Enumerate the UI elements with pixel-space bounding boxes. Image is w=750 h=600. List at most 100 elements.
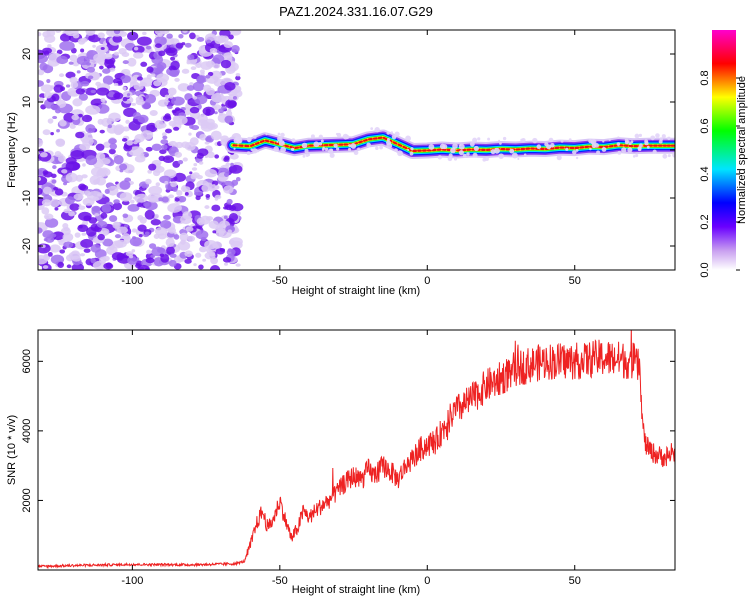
noise-blob	[186, 60, 191, 65]
ridge-halo-speck	[502, 136, 507, 141]
noise-blob	[226, 198, 233, 205]
noise-blob	[171, 109, 177, 114]
ridge-halo-speck	[472, 137, 478, 143]
noise-blob	[100, 97, 106, 103]
noise-blob	[195, 252, 202, 258]
noise-blob	[174, 141, 184, 149]
noise-blob	[69, 124, 76, 129]
ridge-halo-speck	[350, 143, 357, 149]
ridge-halo-speck	[391, 134, 397, 140]
noise-blob	[159, 175, 172, 184]
ridge-halo-speck	[447, 156, 453, 162]
noise-blob	[41, 244, 46, 248]
noise-blob	[39, 62, 48, 71]
noise-blob	[227, 100, 237, 108]
noise-blob	[180, 239, 186, 245]
noise-blob	[69, 90, 78, 97]
noise-blob	[82, 137, 94, 147]
noise-blob	[102, 75, 114, 86]
ridge-halo-speck	[652, 149, 657, 154]
ridge-halo-speck	[624, 138, 629, 143]
ridge-halo-speck	[394, 148, 398, 152]
noise-blob	[229, 237, 243, 247]
noise-blob	[78, 183, 87, 191]
noise-blob	[184, 258, 192, 264]
ridge-halo-speck	[233, 137, 240, 144]
ridge-halo-speck	[509, 148, 515, 154]
noise-blob	[38, 176, 42, 182]
noise-blob	[127, 204, 140, 212]
spectrogram-x-axis-title: Height of straight line (km)	[292, 285, 420, 297]
ridge-halo-speck	[452, 143, 458, 149]
ridge-halo-speck	[477, 137, 481, 141]
ridge-halo-speck	[276, 140, 279, 143]
noise-blob	[170, 38, 180, 45]
noise-blob	[224, 155, 230, 161]
noise-blob	[146, 249, 152, 255]
noise-blob	[38, 97, 45, 103]
spectrogram-x-tick-label: 50	[569, 275, 581, 287]
noise-blob	[85, 62, 91, 66]
ridge-halo-speck	[466, 152, 470, 156]
noise-blob	[210, 130, 222, 141]
noise-blob	[109, 143, 118, 150]
noise-blob	[43, 213, 54, 220]
noise-blob	[105, 262, 113, 269]
ridge-halo-speck	[390, 131, 394, 134]
noise-blob	[202, 258, 207, 262]
noise-blob	[44, 50, 50, 56]
noise-blob	[74, 232, 81, 238]
noise-blob	[154, 36, 167, 46]
noise-blob	[220, 59, 232, 69]
noise-blob	[85, 155, 98, 166]
noise-blob	[204, 141, 210, 145]
noise-blob	[111, 252, 125, 261]
ridge-halo-speck	[635, 153, 639, 158]
ridge-halo-speck	[655, 133, 660, 138]
noise-blob	[121, 138, 128, 142]
ridge-halo-speck	[320, 139, 324, 143]
noise-blob	[97, 32, 105, 39]
ridge-halo-speck	[247, 138, 251, 143]
noise-blob	[166, 33, 173, 39]
noise-blob	[168, 142, 174, 147]
noise-blob	[129, 199, 135, 204]
spectrogram-x-tick-label: 0	[424, 275, 430, 287]
noise-blob	[100, 212, 108, 219]
chart-title: PAZ1.2024.331.16.07.G29	[279, 4, 433, 19]
noise-blob	[132, 112, 141, 120]
ridge-halo-speck	[661, 134, 666, 139]
ridge-halo-speck	[336, 147, 340, 151]
noise-blob	[107, 124, 113, 129]
ridge-halo-speck	[617, 150, 622, 155]
noise-blob	[72, 98, 83, 107]
ridge-halo-speck	[305, 153, 309, 157]
noise-blob	[41, 199, 52, 207]
ridge-halo-speck	[575, 156, 579, 160]
noise-blob	[71, 114, 80, 121]
noise-blob	[160, 139, 169, 145]
ridge-halo-speck	[517, 157, 520, 160]
noise-blob	[222, 257, 232, 263]
ridge-halo-speck	[279, 137, 283, 140]
noise-blob	[86, 226, 97, 237]
ridge-halo-speck	[318, 134, 323, 139]
noise-blob	[235, 75, 241, 81]
ridge-halo-speck	[667, 154, 671, 158]
ridge-halo-speck	[616, 142, 621, 146]
ridge-halo-speck	[458, 150, 464, 156]
noise-blob	[157, 32, 163, 37]
noise-blob	[116, 226, 128, 234]
ridge-core	[382, 136, 388, 141]
noise-blob	[157, 197, 164, 202]
noise-blob	[59, 73, 65, 78]
ridge-halo-speck	[322, 146, 326, 150]
snr-x-tick-label: 50	[569, 575, 581, 587]
ridge-halo-speck	[658, 139, 663, 144]
ridge-halo-speck	[596, 150, 601, 155]
noise-blob	[190, 66, 197, 70]
noise-blob	[211, 204, 221, 212]
noise-blob	[210, 92, 225, 103]
noise-blob	[59, 119, 67, 127]
